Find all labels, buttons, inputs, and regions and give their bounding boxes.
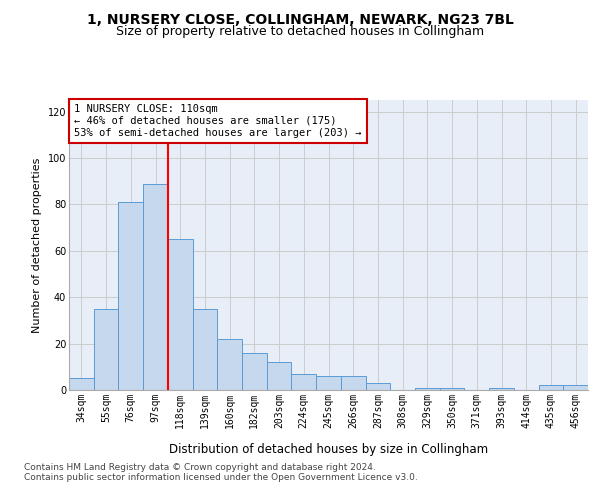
Bar [118, 202, 143, 390]
Bar [292, 374, 316, 390]
Bar [94, 309, 118, 390]
Text: Distribution of detached houses by size in Collingham: Distribution of detached houses by size … [169, 442, 488, 456]
Bar [341, 376, 365, 390]
Bar [365, 383, 390, 390]
Bar [489, 388, 514, 390]
Bar [563, 386, 588, 390]
Bar [217, 339, 242, 390]
Text: Contains HM Land Registry data © Crown copyright and database right 2024.: Contains HM Land Registry data © Crown c… [24, 462, 376, 471]
Bar [242, 353, 267, 390]
Text: Size of property relative to detached houses in Collingham: Size of property relative to detached ho… [116, 25, 484, 38]
Bar [267, 362, 292, 390]
Bar [316, 376, 341, 390]
Bar [143, 184, 168, 390]
Text: 1 NURSERY CLOSE: 110sqm
← 46% of detached houses are smaller (175)
53% of semi-d: 1 NURSERY CLOSE: 110sqm ← 46% of detache… [74, 104, 362, 138]
Y-axis label: Number of detached properties: Number of detached properties [32, 158, 42, 332]
Bar [69, 378, 94, 390]
Bar [168, 239, 193, 390]
Text: 1, NURSERY CLOSE, COLLINGHAM, NEWARK, NG23 7BL: 1, NURSERY CLOSE, COLLINGHAM, NEWARK, NG… [86, 12, 514, 26]
Text: Contains public sector information licensed under the Open Government Licence v3: Contains public sector information licen… [24, 472, 418, 482]
Bar [539, 386, 563, 390]
Bar [415, 388, 440, 390]
Bar [193, 309, 217, 390]
Bar [440, 388, 464, 390]
